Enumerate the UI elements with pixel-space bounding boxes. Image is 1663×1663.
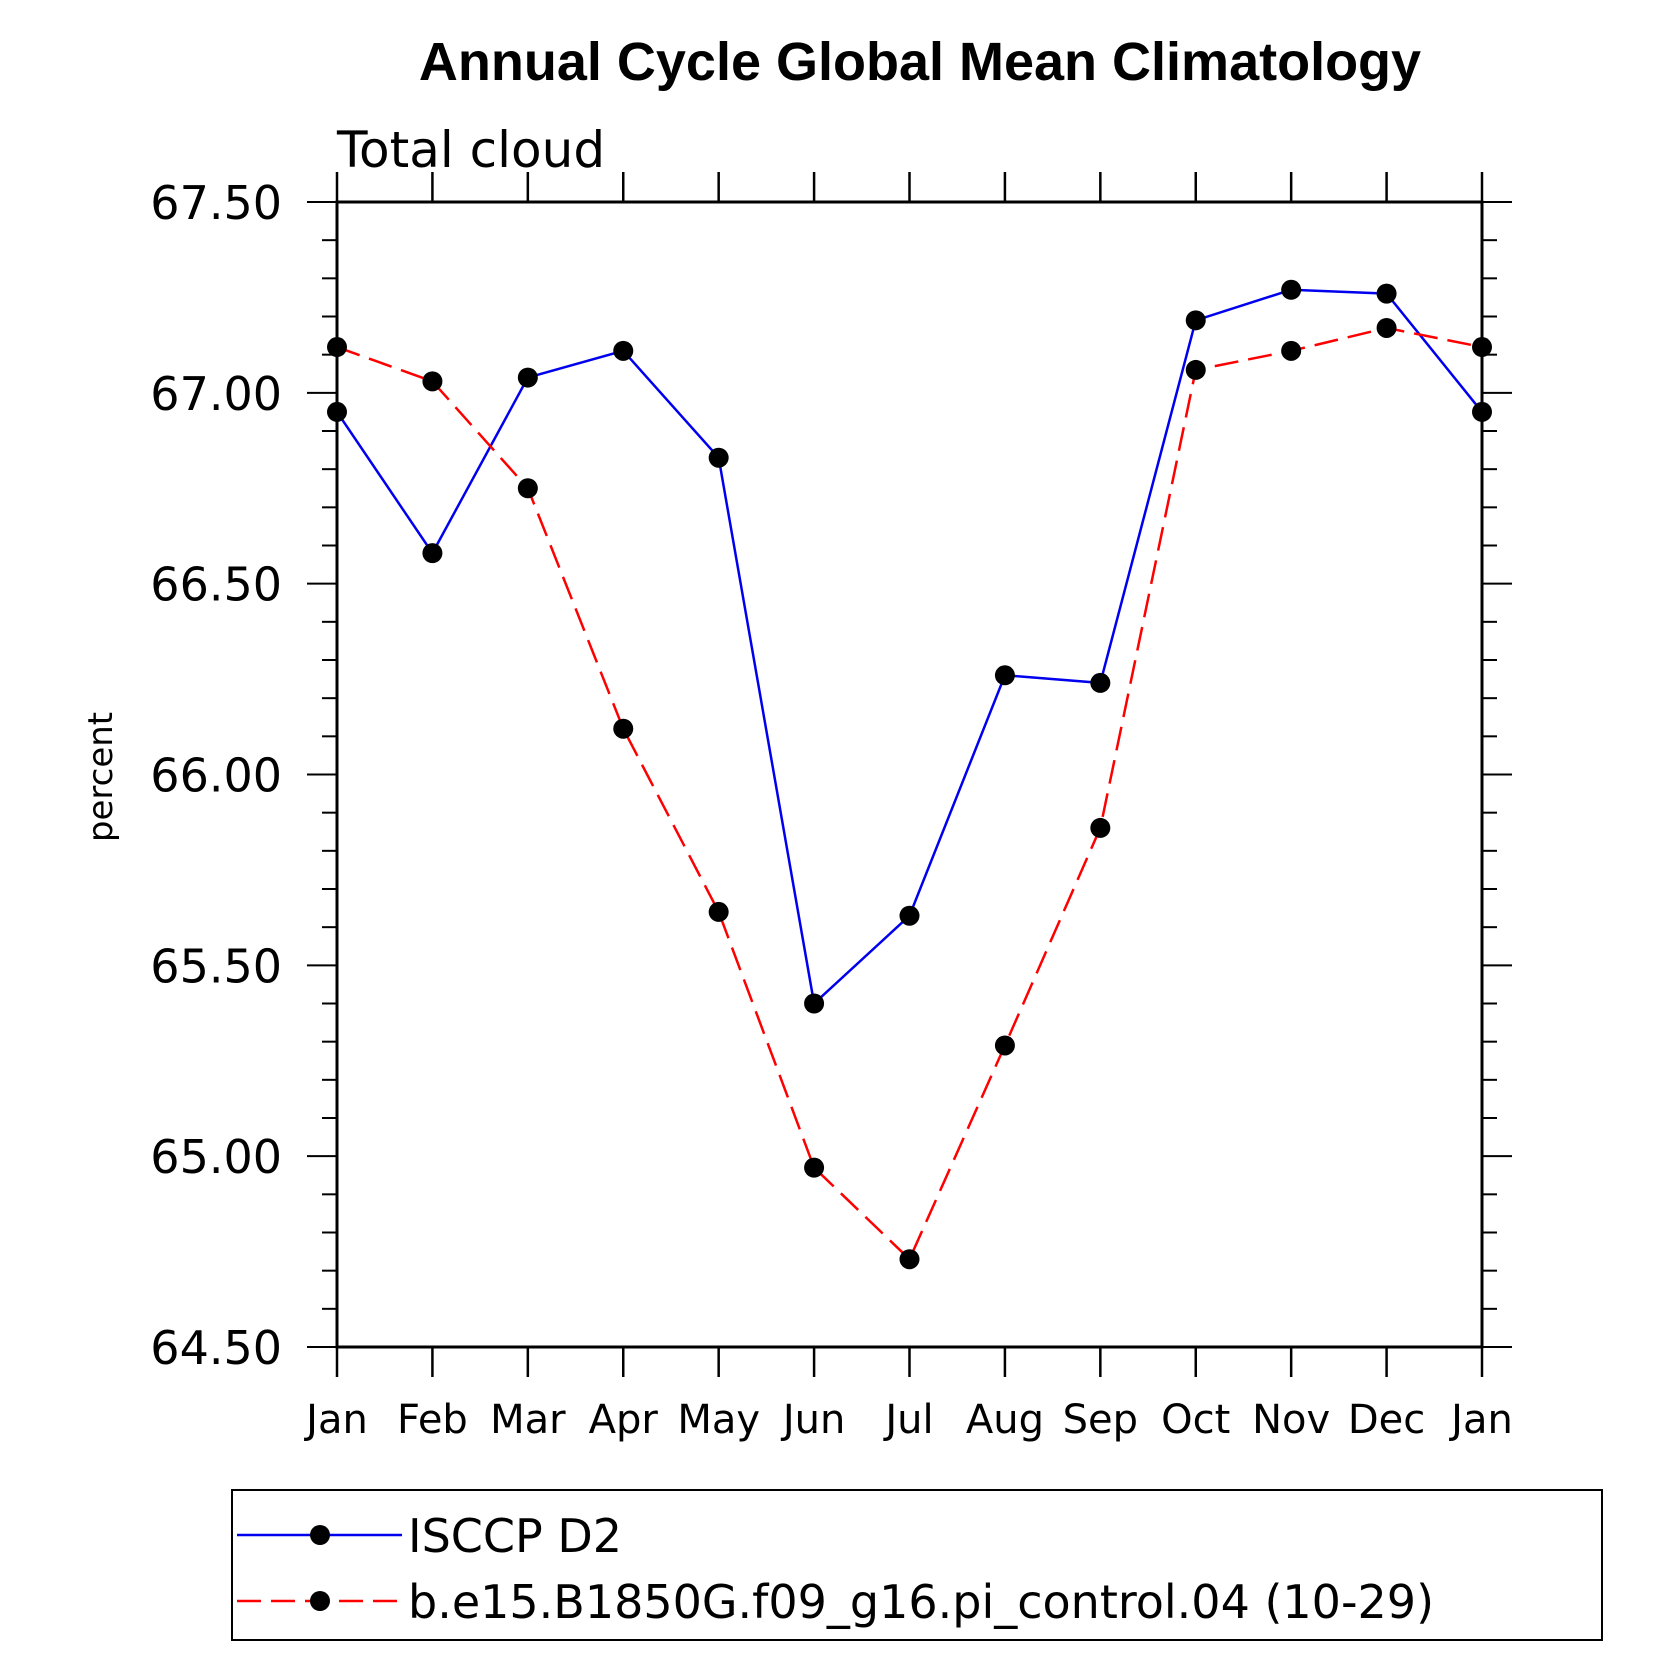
- data-point: [613, 340, 634, 361]
- data-point: [517, 367, 538, 388]
- data-point: [422, 371, 443, 392]
- x-tick-label: Nov: [1252, 1397, 1330, 1443]
- series-2: [327, 317, 1492, 1270]
- series-line: [336, 326, 1483, 1262]
- x-tick-label: Sep: [1063, 1397, 1138, 1443]
- y-tick-label: 67.00: [150, 367, 282, 421]
- data-point: [899, 1249, 920, 1270]
- y-axis-label: percent: [81, 712, 121, 842]
- y-tick-label: 66.00: [150, 749, 282, 803]
- data-point: [1281, 340, 1302, 361]
- data-point: [994, 1035, 1015, 1056]
- axis-ticks: [307, 172, 1512, 1377]
- x-tick-label: Oct: [1161, 1397, 1230, 1443]
- x-tick-label: Dec: [1348, 1397, 1425, 1443]
- chart-subtitle: Total cloud: [336, 121, 605, 179]
- x-tick-label: Jun: [780, 1397, 846, 1443]
- legend-label: b.e15.B1850G.f09_g16.pi_control.04 (10-2…: [408, 1575, 1434, 1629]
- data-point: [708, 447, 729, 468]
- y-tick-label: 65.00: [150, 1130, 282, 1184]
- data-point: [613, 718, 634, 739]
- data-point: [1090, 817, 1111, 838]
- y-tick-label: 66.50: [150, 558, 282, 612]
- x-tick-label: Jan: [303, 1397, 368, 1443]
- data-point: [1472, 337, 1492, 358]
- data-point: [804, 993, 825, 1014]
- x-tick-label: Aug: [966, 1397, 1044, 1443]
- legend-box: [231, 1489, 1603, 1641]
- data-point: [1472, 401, 1492, 422]
- x-tick-label: Jul: [882, 1397, 933, 1443]
- data-point: [994, 665, 1015, 686]
- legend-label: ISCCP D2: [408, 1509, 622, 1563]
- legend-marker: [310, 1591, 330, 1611]
- legend: ISCCP D2 b.e15.B1850G.f09_g16.pi_control.…: [231, 1489, 1603, 1641]
- series-layer: [327, 279, 1492, 1270]
- x-tick-label: Apr: [589, 1397, 659, 1443]
- data-point: [1185, 359, 1206, 380]
- series-1: [327, 279, 1492, 1014]
- data-point: [327, 401, 347, 422]
- x-tick-label: Mar: [490, 1397, 566, 1443]
- legend-marker: [310, 1525, 330, 1545]
- data-point: [517, 478, 538, 499]
- data-point: [1376, 317, 1397, 338]
- y-tick-label: 65.50: [150, 939, 282, 993]
- legend-item-1: ISCCP D2: [237, 1509, 622, 1563]
- x-tick-label: Feb: [397, 1397, 468, 1443]
- y-tick-labels: 67.50 67.00 66.50 66.00 65.50 65.00 64.50: [150, 176, 282, 1375]
- plot-area: [335, 200, 1484, 1349]
- plot-frame: [335, 200, 1484, 1349]
- y-tick-label: 67.50: [150, 176, 282, 230]
- legend-items: ISCCP D2 b.e15.B1850G.f09_g16.pi_control.…: [237, 1509, 1434, 1629]
- series-line: [335, 288, 1483, 1006]
- data-point: [1090, 672, 1111, 693]
- data-point: [327, 337, 347, 358]
- legend-item-2: b.e15.B1850G.f09_g16.pi_control.04 (10-2…: [237, 1575, 1434, 1629]
- data-point: [1185, 310, 1206, 331]
- data-point: [708, 901, 729, 922]
- data-point: [1376, 283, 1397, 304]
- x-tick-label: Jan: [1448, 1397, 1513, 1443]
- chart-title: Annual Cycle Global Mean Climatology: [419, 32, 1421, 92]
- data-point: [804, 1157, 825, 1178]
- data-point: [899, 905, 920, 926]
- x-tick-label: May: [677, 1397, 760, 1443]
- data-point: [1281, 279, 1302, 300]
- data-point: [422, 543, 443, 564]
- x-tick-labels: Jan Feb Mar Apr May Jun Jul Aug Sep Oct Nov Dec Jan: [303, 1397, 1513, 1443]
- y-tick-label: 64.50: [150, 1321, 282, 1375]
